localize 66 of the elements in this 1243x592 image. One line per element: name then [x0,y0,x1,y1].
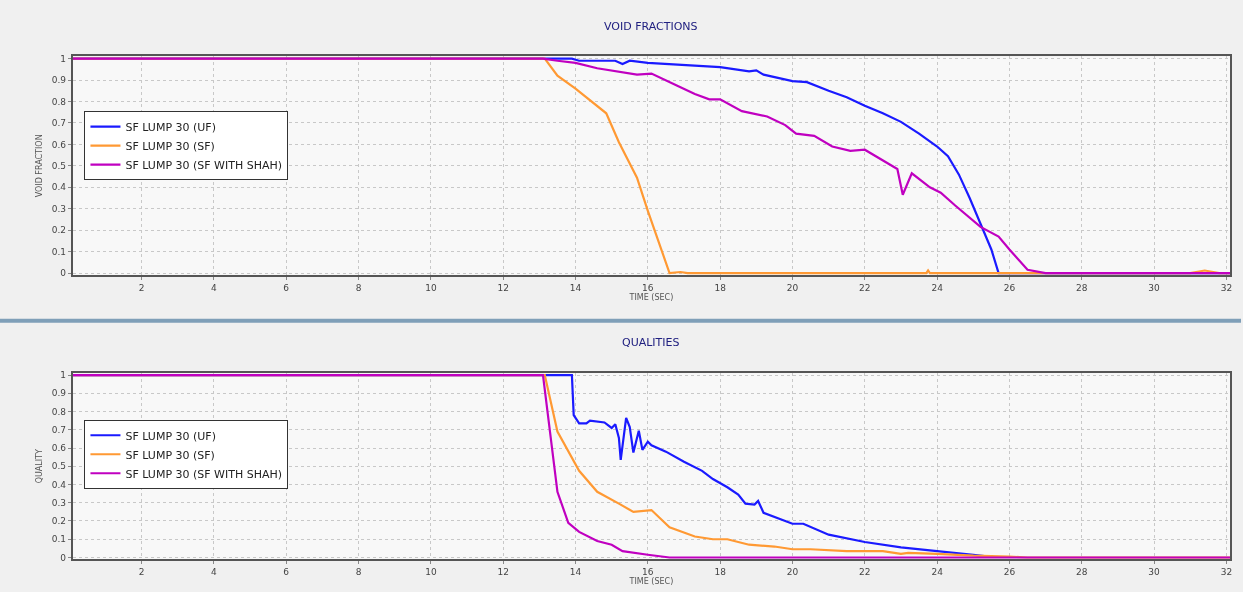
x-tick-label: 12 [497,567,509,578]
x-tick-label: 14 [569,283,582,294]
chart-title: VOID FRACTIONS [604,20,698,33]
y-tick-label: 0.3 [51,203,67,214]
x-tick-label: 32 [1220,283,1233,294]
x-tick-label: 22 [859,283,871,294]
x-axis-title: TIME (SEC) [628,577,674,587]
x-tick-label: 18 [714,283,727,294]
y-tick-label: 0.2 [51,225,67,236]
y-tick-label: 0.4 [51,182,67,193]
x-tick-label: 20 [786,567,799,578]
x-tick-label: 22 [859,567,871,578]
x-tick-label: 8 [355,567,362,578]
legend-label: SF LUMP 30 (SF) [125,448,215,462]
x-tick-label: 14 [569,567,582,578]
y-tick-label: 0.1 [51,534,67,545]
y-tick-label: 1 [60,53,67,64]
x-tick-label: 16 [642,567,654,578]
x-tick-label: 24 [931,567,944,578]
x-tick-label: 2 [138,283,145,294]
x-tick-label: 20 [786,283,799,294]
y-tick-label: 0.6 [51,139,67,150]
x-tick-label: 10 [425,567,437,578]
x-tick-label: 4 [211,283,218,294]
x-tick-label: 4 [211,567,218,578]
y-tick-label: 0.5 [51,461,67,472]
y-tick-label: 0.7 [51,118,67,129]
x-tick-label: 12 [497,283,509,294]
x-tick-label: 2 [138,567,145,578]
y-tick-label: 0.5 [51,160,67,171]
y-tick-label: 0.3 [51,497,67,508]
x-tick-label: 28 [1076,283,1088,294]
x-tick-label: 10 [425,283,437,294]
y-tick-label: 0.7 [51,424,67,435]
y-tick-label: 0 [60,268,67,279]
y-tick-label: 0.9 [51,388,67,399]
x-tick-label: 8 [355,283,362,294]
y-axis-title: QUALITY [34,449,44,484]
legend-label: SF LUMP 30 (UF) [125,429,216,443]
x-tick-label: 24 [931,283,944,294]
y-tick-label: 0.8 [51,96,67,107]
y-tick-label: 0.9 [51,75,67,86]
y-tick-label: 0.1 [51,246,67,257]
y-tick-label: 1 [60,370,67,381]
x-tick-label: 16 [642,283,654,294]
x-tick-label: 30 [1148,567,1161,578]
y-tick-label: 0.6 [51,443,67,454]
y-tick-label: 0.4 [51,479,67,490]
x-tick-label: 28 [1076,567,1088,578]
y-tick-label: 0 [60,552,67,563]
legend-label: SF LUMP 30 (SF) [125,139,215,153]
legend-label: SF LUMP 30 (UF) [125,120,216,134]
x-tick-label: 26 [1003,283,1016,294]
y-tick-label: 0.8 [51,406,67,417]
chart-title: QUALITIES [622,336,680,349]
legend-label: SF LUMP 30 (SF WITH SHAH) [125,158,283,172]
x-tick-label: 6 [283,567,290,578]
legend-label: SF LUMP 30 (SF WITH SHAH) [125,467,283,481]
x-tick-label: 32 [1220,567,1233,578]
x-tick-label: 30 [1148,283,1161,294]
x-tick-label: 18 [714,567,727,578]
x-tick-label: 6 [283,283,290,294]
y-axis-title: VOID FRACTION [34,134,44,198]
x-tick-label: 26 [1003,567,1016,578]
x-axis-title: TIME (SEC) [628,293,674,303]
y-tick-label: 0.2 [51,516,67,527]
